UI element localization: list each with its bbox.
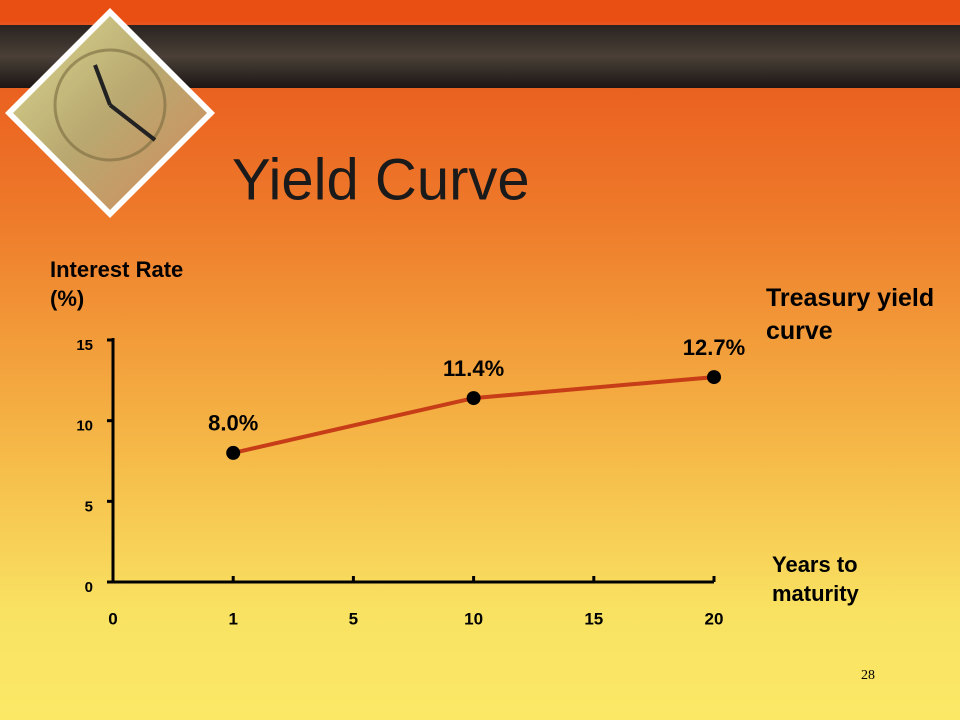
- x-tick-label: 15: [584, 609, 603, 628]
- y-tick-label: 15: [76, 337, 93, 354]
- clock-hand: [93, 64, 112, 106]
- data-point: [226, 445, 241, 460]
- data-point: [707, 370, 721, 385]
- clock-face: [53, 48, 167, 162]
- series-line: [232, 375, 715, 455]
- x-tick-label: 0: [108, 609, 117, 628]
- clock-image: [13, 16, 207, 210]
- x-tick-label: 5: [349, 609, 358, 628]
- x-tick-label: 1: [228, 609, 237, 628]
- x-tick-label: 10: [464, 609, 483, 628]
- data-point: [466, 391, 481, 406]
- data-label: 12.7%: [683, 335, 745, 360]
- y-tick-label: 10: [76, 418, 93, 435]
- y-tick-label: 0: [85, 579, 93, 596]
- page-number: 28: [861, 668, 875, 683]
- x-axis-label: Years to maturity: [772, 552, 859, 606]
- data-label: 8.0%: [208, 411, 258, 436]
- x-tick-label: 20: [705, 609, 724, 628]
- series-label: Treasury yield curve: [766, 284, 935, 345]
- top-strip: [0, 0, 960, 22]
- y-axis-label: Interest Rate (%): [50, 257, 184, 311]
- y-tick-label: 5: [85, 498, 93, 515]
- data-label: 11.4%: [443, 356, 504, 381]
- clock-hand: [108, 103, 157, 142]
- slide-title: Yield Curve: [232, 147, 530, 212]
